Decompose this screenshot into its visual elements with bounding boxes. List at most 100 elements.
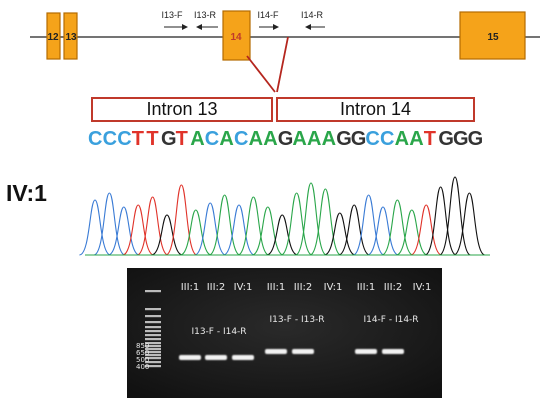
sequence-base: C [88, 128, 102, 150]
exon-15-box [459, 11, 526, 60]
ladder-band [145, 290, 161, 293]
sequence-base: G [161, 128, 177, 150]
trace-peak [194, 202, 227, 256]
trace-peak [93, 192, 126, 256]
trace-peak [280, 192, 313, 256]
trace-peak [237, 196, 270, 256]
exon-14-label: 14 [230, 32, 242, 43]
ladder-band [145, 348, 161, 351]
gel-band [292, 349, 314, 354]
trace-peak [424, 186, 457, 256]
sequence-base: A [292, 128, 306, 150]
ladder-band [145, 334, 161, 337]
sequence-base: C [365, 128, 379, 150]
trace-peak [79, 199, 111, 256]
gel-image: III:1 III:2 IV:1 III:1 III:2 IV:1 III:1 III:2 IV… [127, 268, 442, 398]
trace-peak [453, 192, 486, 256]
ladder-band [145, 357, 161, 360]
primer-i13f-arrow [164, 24, 188, 30]
sequence-base: G [453, 128, 469, 150]
pair-label-3: I14-F - I14-R [363, 315, 418, 325]
lane-label: IV:1 [234, 282, 253, 293]
sequence-base: C [380, 128, 394, 150]
exon-12: 12 [46, 12, 61, 60]
trace-peak [179, 209, 212, 256]
exon-12-box [46, 12, 61, 60]
primer-i14f-label: I14-F [257, 10, 279, 20]
lane-label: III:2 [294, 282, 313, 293]
primer-i14r-arrow [305, 24, 325, 30]
sequence-base: C [205, 128, 219, 150]
gel-bands [179, 349, 404, 360]
sequence-base: A [249, 128, 263, 150]
exon-13: 13 [63, 12, 78, 60]
trace-peak [438, 176, 472, 256]
sequence-base: G [278, 128, 294, 150]
sequence-base: A [219, 128, 233, 150]
lane-label: III:1 [181, 282, 200, 293]
pair-label-1: I13-F - I14-R [191, 327, 246, 337]
ladder-band [145, 330, 161, 333]
trace-peak [122, 204, 155, 256]
ladder-band [145, 338, 161, 341]
trace-peak [352, 194, 385, 256]
primer-i13r-label: I13-R [194, 10, 217, 20]
lane-label: III:2 [384, 282, 403, 293]
chromatogram [79, 176, 490, 256]
ladder-band [145, 345, 161, 348]
trace-peak [295, 182, 327, 256]
sequence-base: C [117, 128, 131, 150]
exon-12-label: 12 [47, 32, 59, 43]
ladder-label-850: 850 [136, 342, 149, 350]
sequence-base: A [307, 128, 321, 150]
trace-peak [266, 214, 299, 256]
connector-left-line [246, 55, 276, 93]
sequence-base: G [336, 128, 352, 150]
sequence-base: A [409, 128, 423, 150]
sequence-base: C [103, 128, 117, 150]
ladder-band [145, 351, 161, 354]
sequence-base: A [395, 128, 409, 150]
sequence-base: G [468, 128, 484, 150]
trace-peak [381, 199, 414, 256]
lane-label: III:1 [357, 282, 376, 293]
gel-band [179, 355, 201, 360]
dna-ladder [145, 290, 161, 368]
ladder-band [145, 321, 161, 324]
intron-14-box: Intron 14 [276, 97, 475, 122]
ladder-band [145, 361, 161, 364]
gene-structure: 12 13 14 15 I13-F I13-R I14-F I14-R [30, 10, 540, 93]
pair-label-2: I13-F - I13-R [269, 315, 324, 325]
sequence-base: A [322, 128, 336, 150]
trace-peak [338, 204, 371, 256]
trace-peak [410, 204, 443, 256]
intron-14-label: Intron 14 [339, 99, 412, 119]
ladder-band [145, 342, 161, 345]
sequence-base: A [263, 128, 277, 150]
exon-14-box [222, 10, 251, 61]
ladder-band [145, 315, 161, 318]
gel-band [232, 355, 254, 360]
gel-band [265, 349, 287, 354]
sequence-base: G [438, 128, 454, 150]
trace-peak [323, 212, 356, 256]
connector-right-line [276, 36, 289, 93]
ladder-label-500: 500 [136, 356, 149, 364]
gel-band [205, 355, 227, 360]
sequence-base: C [234, 128, 248, 150]
trace-peak [395, 209, 428, 256]
sequence-base: T [424, 128, 436, 150]
intron-13-box: Intron 13 [91, 97, 273, 122]
ladder-band [145, 365, 161, 368]
trace-peak [251, 206, 284, 256]
ladder-label-650: 650 [136, 349, 149, 357]
trace-peak [223, 204, 255, 256]
gel-background [127, 268, 442, 398]
trace-peak [151, 214, 183, 256]
lane-label: IV:1 [324, 282, 343, 293]
exon-15-label: 15 [487, 32, 499, 43]
ladder-label-400: 400 [136, 363, 149, 371]
primer-i14f-arrow [259, 24, 279, 30]
primer-i14r-label: I14-R [301, 10, 324, 20]
